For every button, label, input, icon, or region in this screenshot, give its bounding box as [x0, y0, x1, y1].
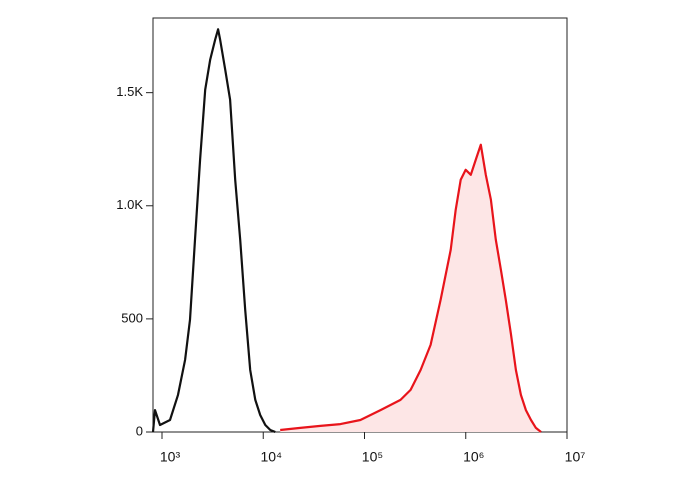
y-tick-label: 0: [136, 423, 143, 438]
line: [280, 143, 542, 433]
area: [280, 144, 541, 432]
x-tick-label: 10⁴: [260, 449, 282, 465]
y-tick-label: 1.5K: [116, 84, 143, 99]
x-tick-label: 10⁷: [565, 449, 586, 465]
y-tick-label: 500: [121, 310, 143, 325]
y-tick-label: 1.0K: [116, 197, 143, 212]
x-tick-label: 10⁶: [463, 449, 484, 465]
x-tick-label: 10⁵: [362, 449, 383, 465]
line: [151, 28, 276, 434]
x-tick-label: 10³: [160, 449, 181, 465]
